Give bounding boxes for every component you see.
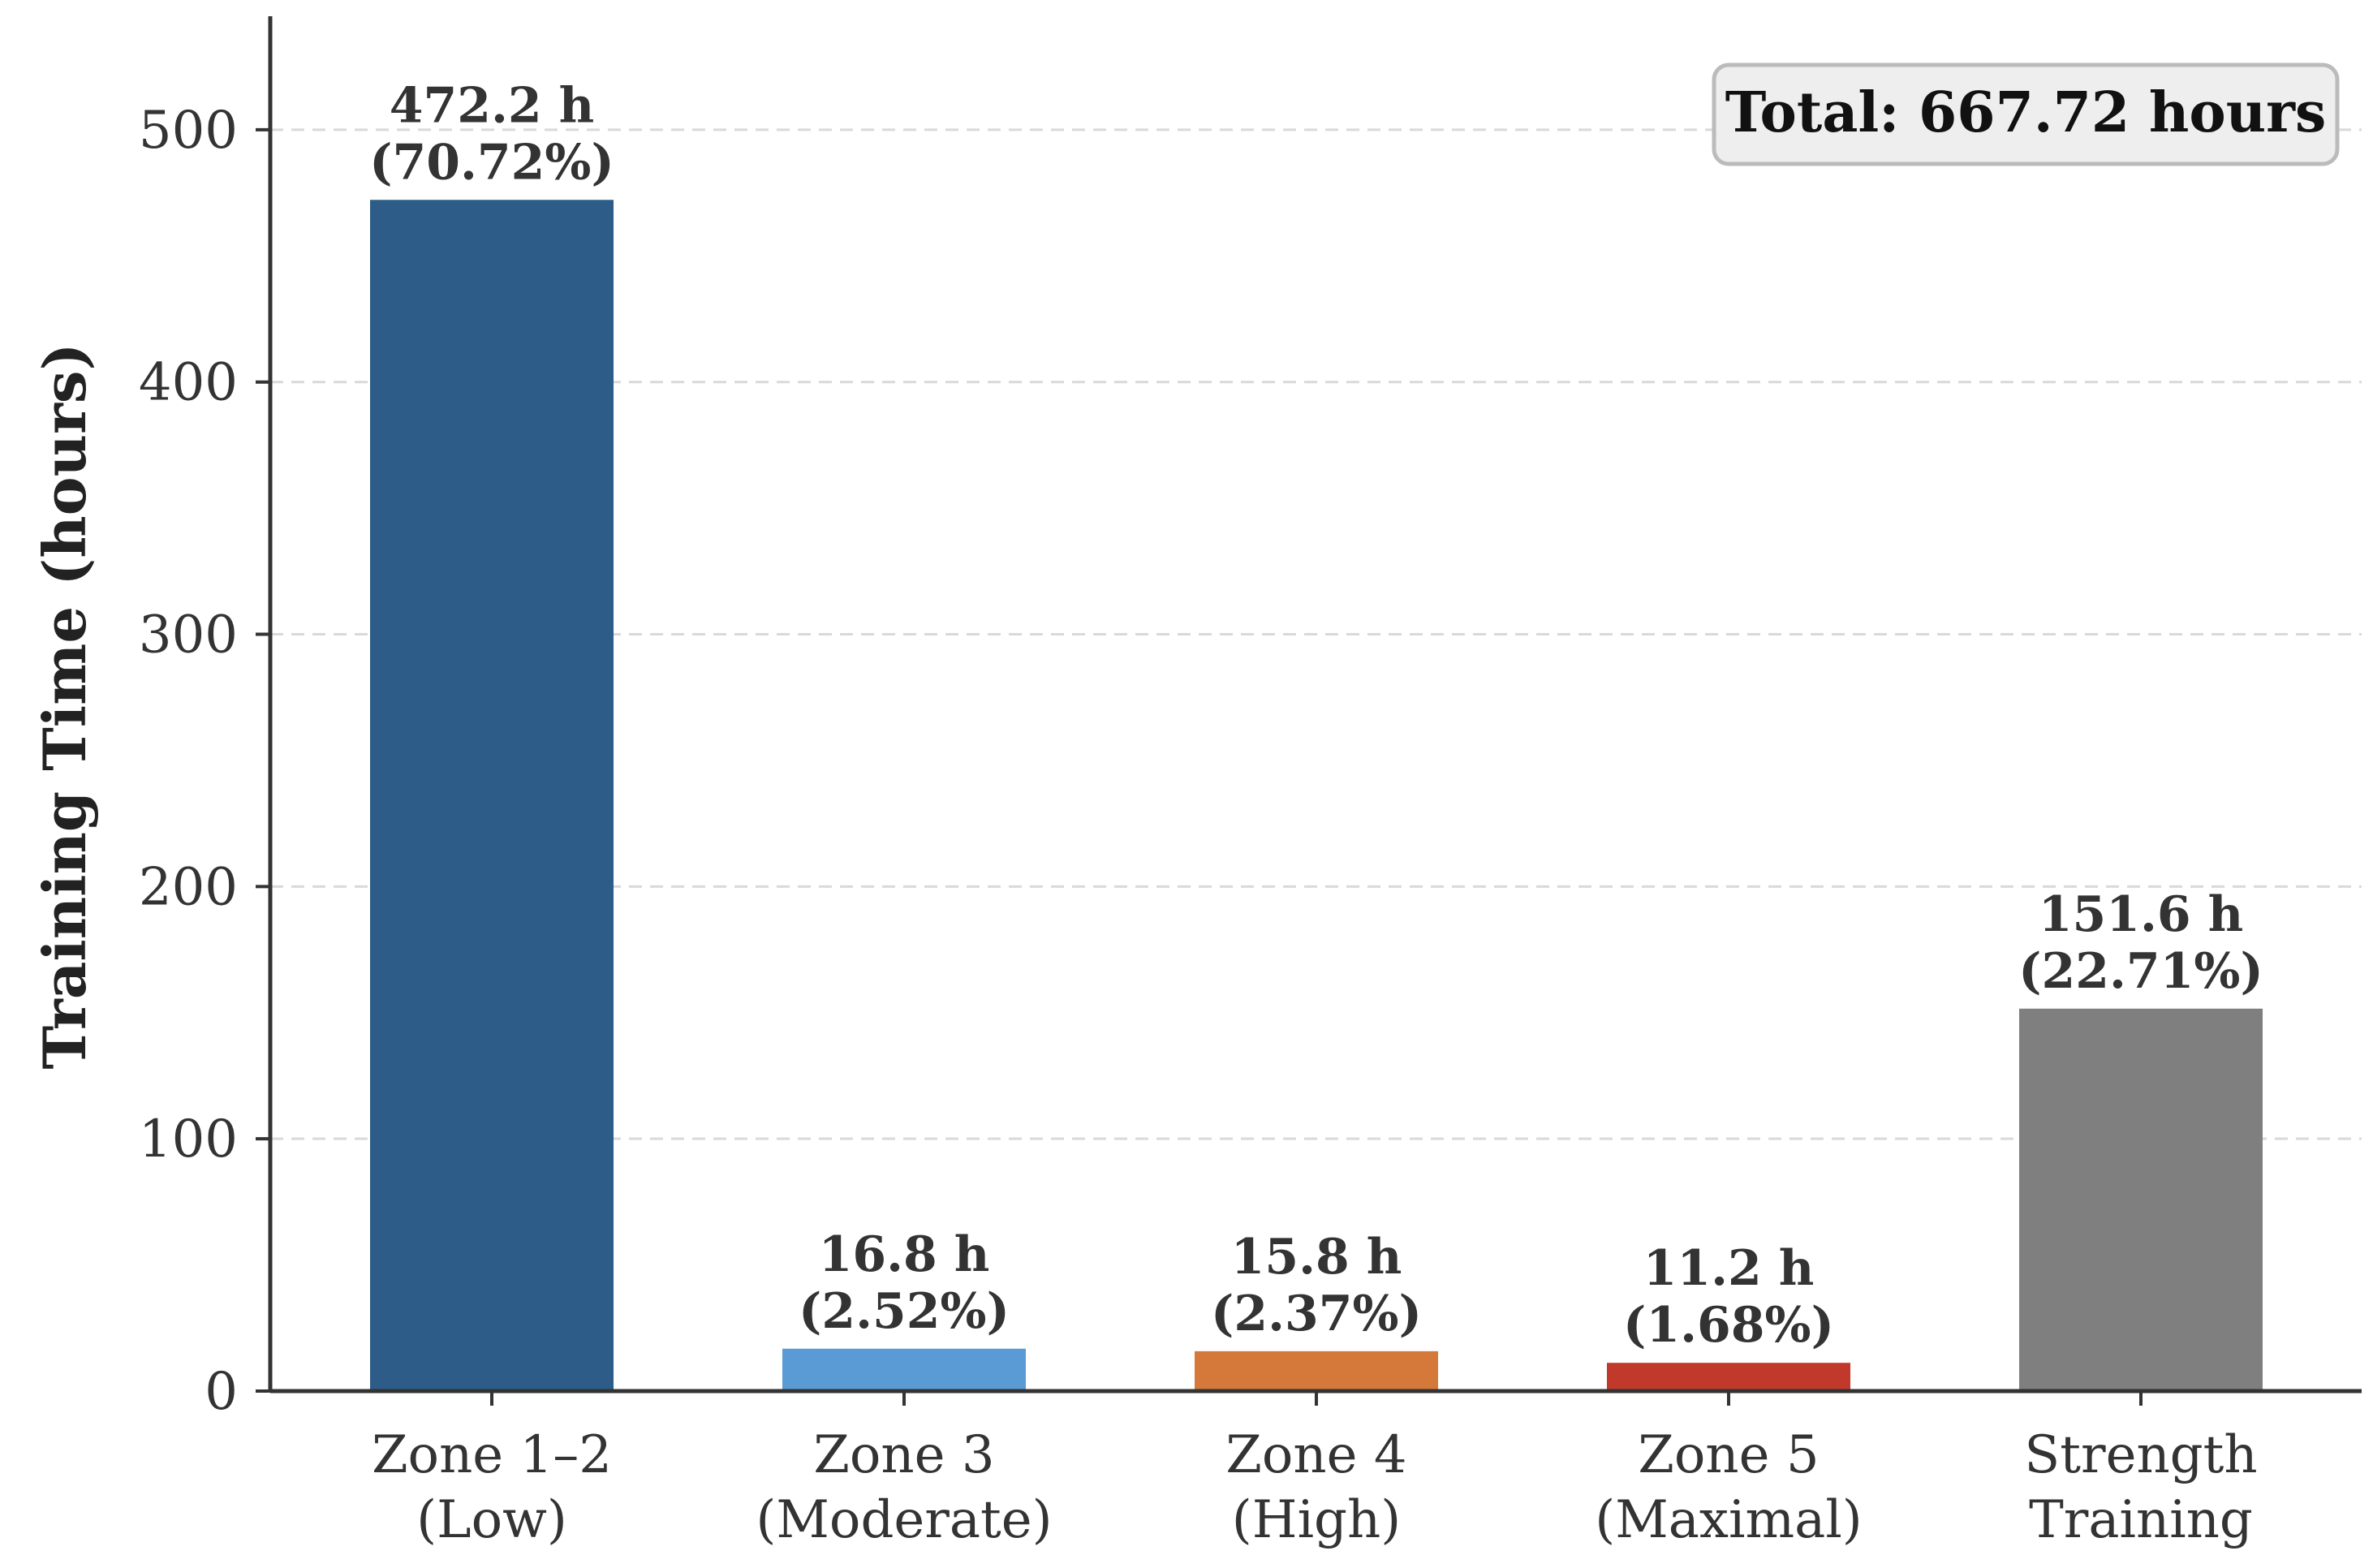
x-tick-label: Strength [2024, 1425, 2257, 1485]
y-tick-label: 500 [139, 101, 238, 161]
value-label: (2.52%) [799, 1283, 1010, 1340]
x-tick-label: (Moderate) [756, 1490, 1052, 1550]
bar [2019, 1008, 2263, 1391]
x-tick-label: (Low) [416, 1490, 567, 1550]
x-tick-label: Zone 3 [813, 1425, 994, 1485]
x-tick-label: Training [2029, 1490, 2253, 1550]
bar [782, 1348, 1026, 1391]
y-tick-label: 200 [139, 857, 238, 917]
total-annotation-text: Total: 667.72 hours [1725, 80, 2327, 145]
value-label: (22.71%) [2018, 943, 2263, 1000]
axes: 0 100 200 300 400 500 Zone 1–2(Low) Zone 3(Mode… [139, 16, 2362, 1550]
total-annotation: Total: 667.72 hours [1712, 62, 2340, 166]
value-label: 16.8 h [819, 1226, 990, 1283]
y-tick-label: 300 [139, 605, 238, 666]
value-labels: 472.2 h(70.72%) 16.8 h(2.52%) 15.8 h(2.37%… [369, 77, 2263, 1354]
x-tick-label: Zone 4 [1225, 1425, 1406, 1485]
x-tick-label: Zone 5 [1638, 1425, 1819, 1485]
value-label: 472.2 h [390, 77, 594, 134]
gridlines [270, 128, 2362, 1140]
y-tick-label: 0 [205, 1362, 238, 1422]
value-label: 151.6 h [2039, 886, 2243, 943]
x-tick-label: (High) [1232, 1490, 1401, 1550]
x-tick-label: (Maximal) [1595, 1490, 1863, 1550]
value-label: (70.72%) [369, 134, 614, 191]
y-axis-label: Training Time (hours) [30, 342, 99, 1069]
value-label: (2.37%) [1211, 1286, 1422, 1342]
bar [370, 200, 614, 1391]
x-tick-label: Zone 1–2 [372, 1425, 612, 1485]
value-label: 15.8 h [1231, 1229, 1402, 1286]
total-annotation-box [1712, 62, 2340, 166]
value-label: (1.68%) [1623, 1297, 1834, 1354]
bar [1607, 1363, 1850, 1391]
bars [370, 200, 2263, 1391]
y-tick-label: 100 [139, 1109, 238, 1170]
value-label: 11.2 h [1643, 1240, 1815, 1297]
bar [1195, 1350, 1438, 1391]
y-tick-label: 400 [139, 353, 238, 413]
